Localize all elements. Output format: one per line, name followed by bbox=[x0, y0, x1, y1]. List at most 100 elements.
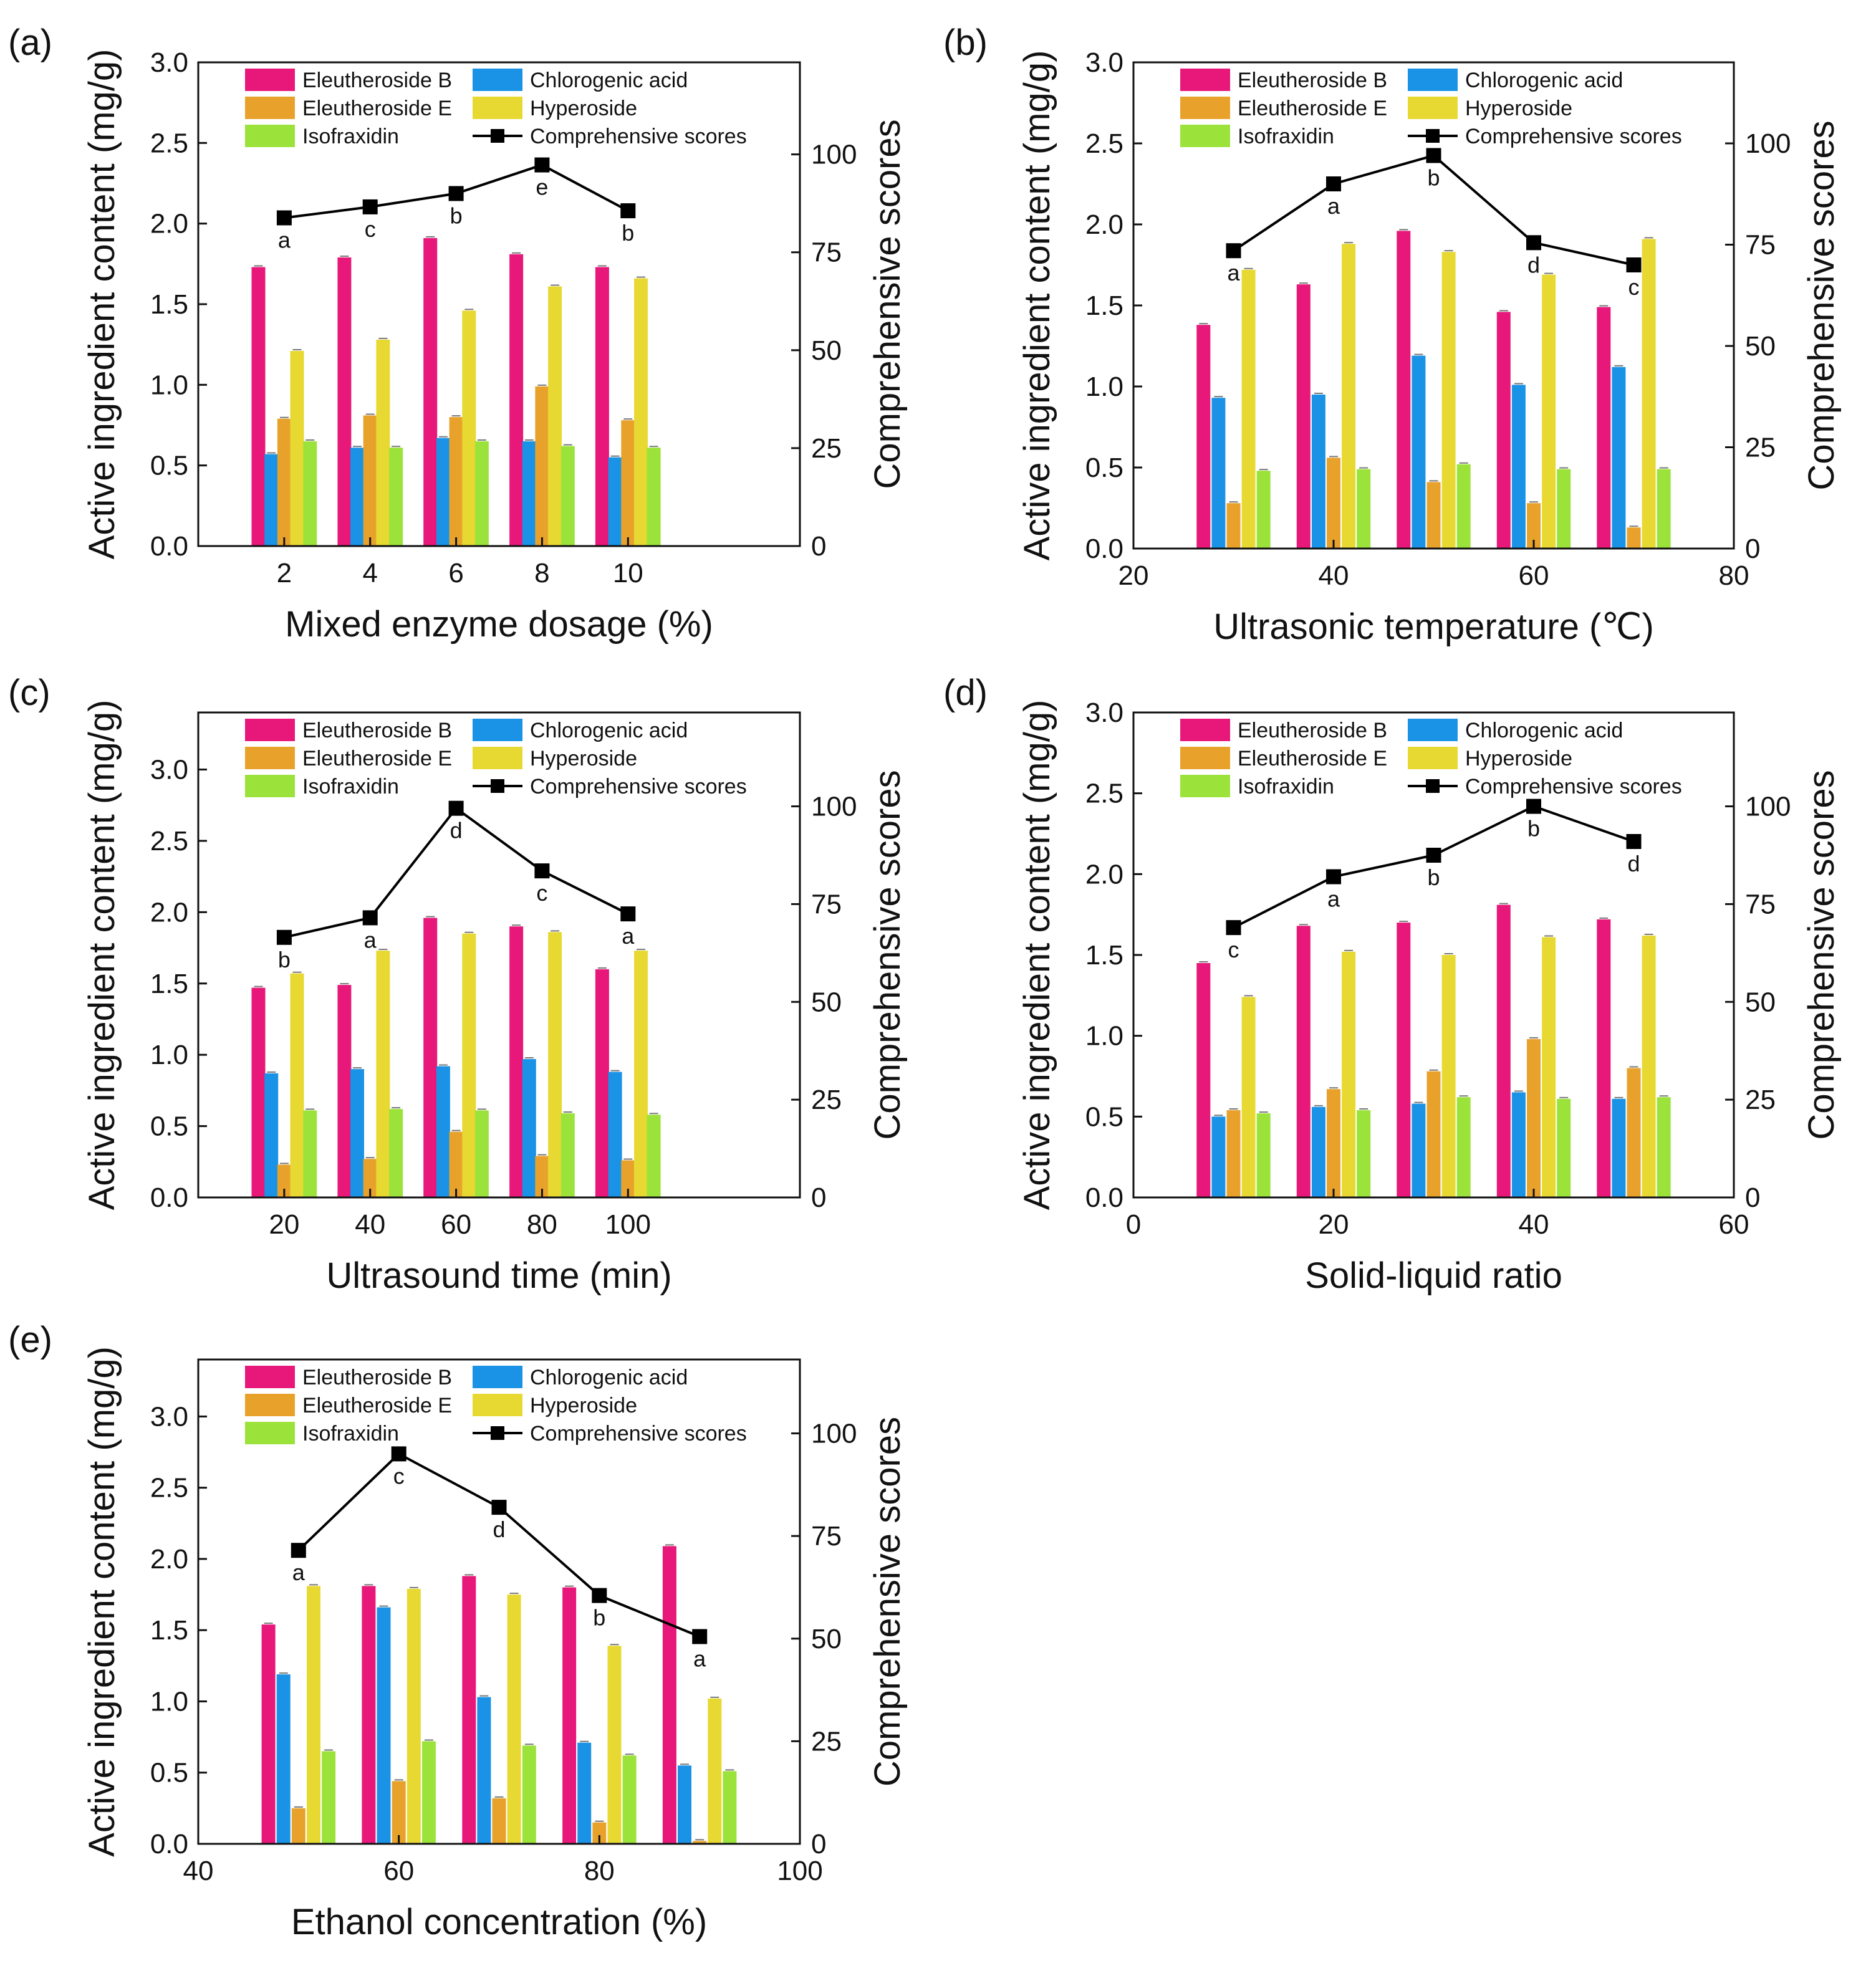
bar-isofraxidin bbox=[647, 448, 661, 546]
y-tick-label: 0.0 bbox=[150, 1182, 188, 1213]
significance-letter: e bbox=[536, 175, 548, 200]
legend-label: Hyperoside bbox=[530, 97, 637, 120]
panel-label: (a) bbox=[8, 22, 52, 63]
bar-chlorogenic-acid bbox=[1511, 1092, 1526, 1197]
legend: Eleutheroside B Chlorogenic acid Eleuthero… bbox=[1180, 719, 1682, 798]
legend-label: Hyperoside bbox=[530, 747, 637, 770]
score-marker bbox=[1526, 235, 1541, 251]
bar-isofraxidin bbox=[303, 441, 317, 546]
legend-swatch bbox=[245, 1394, 295, 1416]
chart-panel-e: (e) a c d b a 40 60 80 100 0.0 0.5 1.0 1.5 2.0 2.5 3.0 0 2… bbox=[8, 1320, 908, 1942]
bar-isofraxidin bbox=[474, 1110, 489, 1197]
bar-hyperoside bbox=[507, 1595, 521, 1844]
bar-eleutheroside-b bbox=[462, 1576, 476, 1844]
legend: Eleutheroside B Chlorogenic acid Eleuthero… bbox=[245, 69, 747, 148]
y2-axis-title: Comprehensive scores bbox=[867, 770, 908, 1139]
bar-eleutheroside-b bbox=[1597, 919, 1611, 1197]
significance-letter: a bbox=[693, 1646, 706, 1672]
x-tick-label: 20 bbox=[269, 1209, 299, 1240]
significance-letter: c bbox=[393, 1463, 405, 1489]
chart-panel-b: (b) a a b d c 20 40 60 80 0.0 0.5 1.0 1.5 2.0 2.5 3.0 0 25… bbox=[943, 22, 1842, 647]
bar-hyperoside bbox=[376, 951, 390, 1197]
significance-letter: a bbox=[278, 228, 291, 253]
legend-label: Eleutheroside B bbox=[302, 1366, 452, 1389]
significance-letter: a bbox=[622, 923, 635, 949]
y-tick-label: 2.5 bbox=[150, 826, 188, 856]
bars bbox=[1196, 903, 1671, 1197]
bars bbox=[251, 236, 661, 546]
bar-hyperoside bbox=[548, 286, 562, 546]
bar-eleutheroside-b bbox=[362, 1586, 376, 1844]
y-axis-title: Active ingredient content (mg/g) bbox=[1017, 50, 1057, 561]
y-tick-label: 0.5 bbox=[1085, 453, 1123, 483]
x-tick-label: 8 bbox=[534, 558, 549, 588]
plot-frame bbox=[197, 1358, 801, 1845]
bar-eleutheroside-e bbox=[535, 386, 549, 546]
bar-isofraxidin bbox=[1557, 469, 1571, 549]
x-tick-label: 6 bbox=[448, 558, 463, 588]
legend-swatch bbox=[473, 1366, 522, 1388]
bar-eleutheroside-b bbox=[509, 926, 524, 1197]
bar-hyperoside bbox=[307, 1586, 320, 1844]
legend-label: Hyperoside bbox=[530, 1394, 637, 1417]
y-tick-label: 1.5 bbox=[150, 1615, 188, 1646]
significance-letter: b bbox=[1427, 165, 1440, 191]
significance-letter: b bbox=[622, 220, 634, 246]
significance-letter: c bbox=[1628, 274, 1640, 300]
chart-panel-d: (d) c a b b d 0 20 40 60 0.0 0.5 1.0 1.5 2.0 2.5 3.0 0 25 5… bbox=[943, 673, 1842, 1296]
bar-chlorogenic-acid bbox=[608, 1072, 622, 1197]
bar-isofraxidin bbox=[1357, 1110, 1371, 1197]
score-marker bbox=[534, 863, 550, 879]
bar-eleutheroside-e bbox=[492, 1798, 506, 1844]
y2-tick-label: 25 bbox=[811, 1085, 842, 1115]
panel-label: (d) bbox=[943, 673, 988, 713]
bar-eleutheroside-e bbox=[1527, 503, 1541, 549]
bar-chlorogenic-acid bbox=[522, 1059, 536, 1197]
bar-eleutheroside-e bbox=[1226, 1110, 1241, 1197]
x-tick-label: 10 bbox=[613, 558, 643, 588]
bar-hyperoside bbox=[290, 351, 304, 546]
y-tick-label: 3.0 bbox=[150, 755, 188, 785]
chart-panel-c: (c) b a d c a 20 40 60 80 100 0.0 0.5 1.0 1.5 2.0 2.5 3.0… bbox=[8, 673, 908, 1296]
legend-swatch bbox=[1180, 719, 1230, 741]
y-tick-label: 2.0 bbox=[1085, 859, 1123, 890]
bar-chlorogenic-acid bbox=[678, 1765, 691, 1844]
y2-tick-label: 100 bbox=[811, 792, 857, 822]
legend-label: Isofraxidin bbox=[302, 775, 399, 798]
legend-swatch bbox=[1408, 69, 1458, 91]
y2-tick-label: 75 bbox=[811, 889, 842, 919]
x-tick-label: 20 bbox=[1319, 1209, 1349, 1240]
bar-chlorogenic-acid bbox=[1211, 398, 1226, 549]
y2-tick-label: 0 bbox=[811, 531, 826, 562]
bar-eleutheroside-e bbox=[1527, 1038, 1541, 1197]
x-axis-title: Solid-liquid ratio bbox=[1305, 1255, 1562, 1296]
bar-chlorogenic-acid bbox=[477, 1697, 491, 1844]
bar-eleutheroside-b bbox=[423, 918, 438, 1197]
bar-isofraxidin bbox=[1456, 1097, 1471, 1197]
legend-label: Chlorogenic acid bbox=[530, 719, 688, 742]
y-tick-label: 0.0 bbox=[150, 531, 188, 562]
bars bbox=[1196, 229, 1671, 549]
legend-swatch bbox=[473, 97, 522, 119]
panel-label: (e) bbox=[8, 1320, 52, 1360]
y-tick-label: 0.5 bbox=[1085, 1101, 1123, 1132]
bar-isofraxidin bbox=[1256, 1113, 1271, 1197]
x-axis-title: Mixed enzyme dosage (%) bbox=[285, 604, 713, 645]
legend-swatch bbox=[1180, 747, 1230, 769]
legend-swatch bbox=[245, 775, 295, 797]
legend-swatch bbox=[245, 97, 295, 119]
y-tick-label: 1.5 bbox=[1085, 290, 1123, 321]
bar-isofraxidin bbox=[322, 1751, 336, 1844]
y-tick-label: 0.5 bbox=[150, 1111, 188, 1142]
bar-chlorogenic-acid bbox=[522, 441, 536, 546]
legend-label: Eleutheroside B bbox=[302, 69, 452, 92]
significance-letter: b bbox=[1427, 865, 1440, 890]
bar-eleutheroside-e bbox=[277, 418, 291, 546]
bar-hyperoside bbox=[1542, 274, 1556, 549]
bar-isofraxidin bbox=[303, 1110, 317, 1197]
bar-isofraxidin bbox=[560, 446, 575, 546]
bar-eleutheroside-b bbox=[595, 267, 609, 546]
bar-eleutheroside-e bbox=[291, 1808, 305, 1844]
bar-eleutheroside-e bbox=[1426, 1071, 1441, 1197]
